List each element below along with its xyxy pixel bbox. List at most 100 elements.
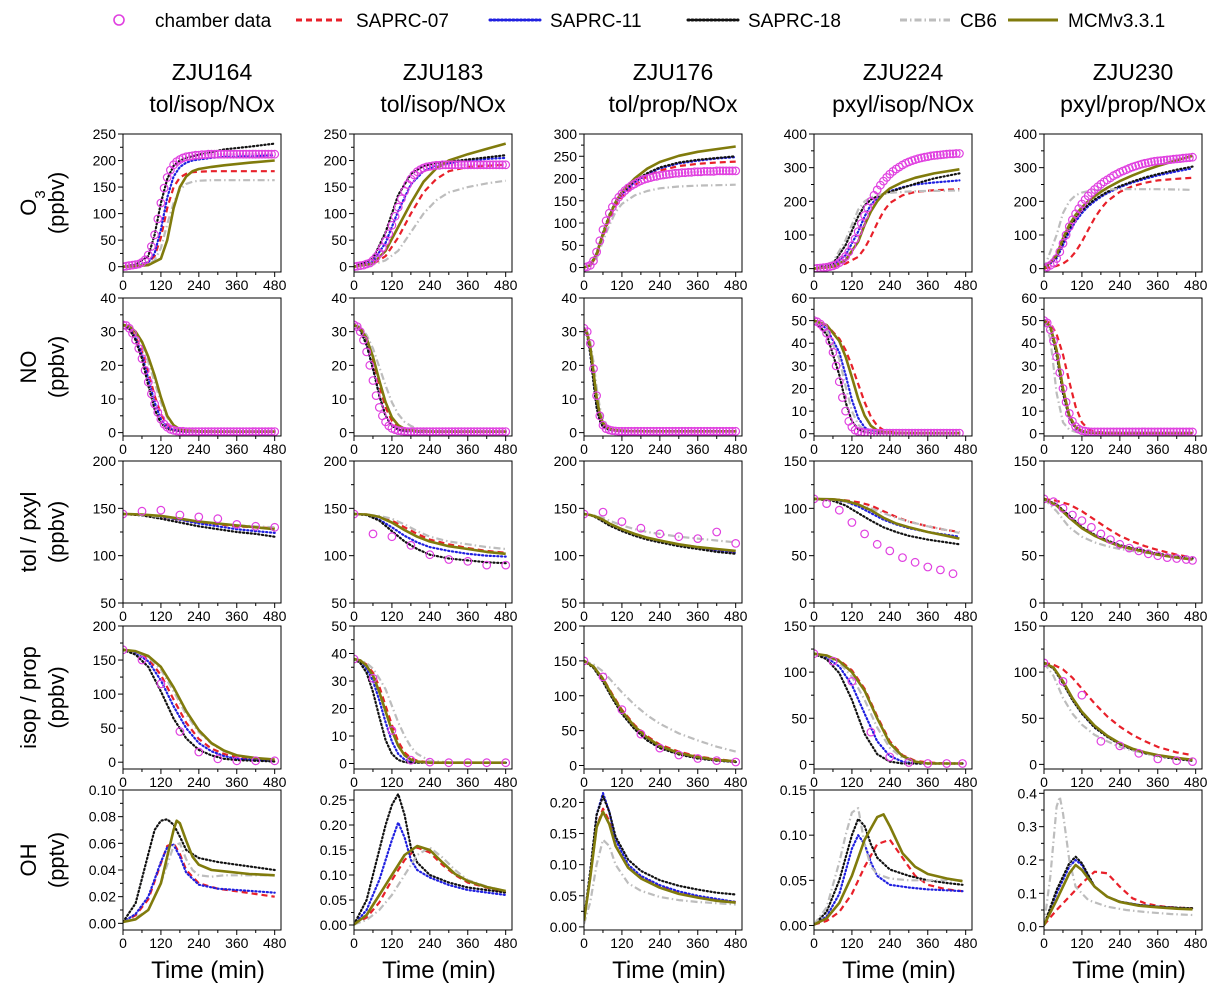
x-tick-label: 480: [954, 774, 978, 790]
chamber-point: [463, 427, 473, 436]
chamber-point: [412, 427, 422, 436]
chamber-point: [920, 152, 929, 162]
chamber-point: [709, 166, 718, 176]
chamber-point: [134, 344, 144, 353]
series-line-mcm: [123, 159, 275, 268]
chamber-point: [608, 426, 617, 436]
x-tick-label: 480: [724, 774, 748, 790]
chamber-point: [194, 427, 204, 436]
chamber-point: [853, 427, 863, 436]
panel-r1-c1: 0 120 240 360 480 0 10 20 30 40: [331, 290, 517, 457]
chamber-point: [636, 523, 646, 533]
x-tick-label: 480: [1184, 608, 1208, 624]
series-line-cb6: [123, 179, 275, 268]
chamber-point: [693, 754, 703, 763]
chamber-point: [1188, 757, 1197, 766]
chamber-point: [1049, 497, 1058, 507]
chamber-point: [699, 166, 709, 176]
chamber-point: [664, 426, 674, 436]
chamber-point: [658, 426, 668, 436]
x-tick-label: 240: [1108, 935, 1132, 951]
chamber-point: [365, 360, 375, 370]
x-tick-label: 120: [380, 935, 404, 951]
series-line-mcm: [814, 497, 960, 540]
x-tick-label: 480: [263, 774, 287, 790]
chamber-point: [671, 168, 680, 178]
x-tick-label: 0: [580, 774, 588, 790]
row-label-line1: tol / pxyl: [16, 492, 41, 573]
chamber-point: [354, 261, 362, 271]
y-tick-label: 0: [799, 756, 807, 772]
chamber-point: [457, 427, 466, 436]
chamber-point: [156, 505, 166, 515]
chamber-point: [197, 150, 207, 160]
series-line-s07: [814, 188, 960, 270]
series-line-s11: [123, 648, 276, 762]
chamber-point: [633, 426, 643, 436]
panel-r3-c3: 0 120 240 360 480 0 50 100 150: [784, 618, 978, 790]
panel-frame: [122, 460, 282, 604]
series-group: [584, 145, 741, 272]
chamber-point: [674, 750, 684, 760]
y-tick-label: 20: [1021, 380, 1037, 396]
chamber-point: [469, 427, 479, 436]
row-label-line2: (ppbv): [44, 172, 69, 234]
chamber-point: [595, 236, 605, 246]
panel-frame: [583, 789, 743, 931]
y-tick-label: 100: [784, 227, 808, 243]
series-line-s07: [1044, 661, 1193, 757]
chamber-point: [642, 426, 652, 436]
x-tick-label: 0: [1040, 935, 1048, 951]
legend-item-chamber: chamber data: [113, 11, 272, 32]
chamber-point: [153, 214, 163, 224]
x-tick-label: 240: [1108, 441, 1132, 457]
series-line-cb6: [1044, 795, 1193, 926]
chamber-point: [219, 427, 229, 436]
series-line-s07: [584, 327, 736, 433]
x-tick-label: 120: [610, 935, 634, 951]
chamber-point: [879, 428, 888, 436]
chamber-point: [920, 428, 929, 436]
series-group: [1044, 795, 1194, 927]
chamber-point: [213, 514, 223, 524]
chamber-point: [721, 166, 731, 176]
y-tick-label: 150: [554, 653, 578, 669]
chamber-point: [251, 756, 261, 766]
x-tick-label: 0: [350, 935, 358, 951]
chamber-point: [245, 427, 254, 436]
x-tick-label: 480: [263, 277, 287, 293]
panel-frame: [353, 460, 513, 604]
series-line-cb6: [814, 806, 963, 926]
x-tick-label: 240: [878, 774, 902, 790]
row-label-line2: (pptv): [44, 832, 69, 888]
chamber-point: [712, 756, 722, 765]
chamber-point: [1134, 546, 1144, 556]
legend-marker: [113, 14, 125, 26]
chamber-point: [834, 505, 844, 515]
y-tick-label: 200: [93, 153, 117, 169]
chamber-point: [229, 427, 238, 436]
chamber-point: [601, 216, 611, 226]
chamber-point: [598, 225, 608, 235]
chamber-point: [926, 151, 936, 161]
y-tick-label: 30: [100, 324, 116, 340]
chamber-point: [270, 149, 280, 159]
y-tick-label: 200: [554, 453, 578, 469]
series-line-s18: [814, 497, 961, 546]
chamber-point: [1188, 152, 1197, 162]
series-line-cb6: [123, 323, 275, 433]
chamber-point: [495, 427, 504, 436]
chamber-point: [702, 166, 712, 176]
chamber-point: [428, 161, 438, 171]
chamber-point: [491, 160, 501, 170]
y-tick-label: 300: [784, 160, 808, 176]
chamber-point: [453, 160, 463, 170]
y-tick-label: 0.2: [1018, 852, 1038, 868]
chamber-point: [146, 389, 156, 399]
chamber-point: [687, 167, 696, 177]
y-tick-label: 0: [108, 425, 116, 441]
chamber-point: [885, 546, 895, 556]
panel-r1-c0: 0 120 240 360 480 0 10 20 30 40: [100, 290, 286, 457]
y-tick-label: 200: [554, 171, 578, 187]
chamber-point: [831, 361, 841, 371]
